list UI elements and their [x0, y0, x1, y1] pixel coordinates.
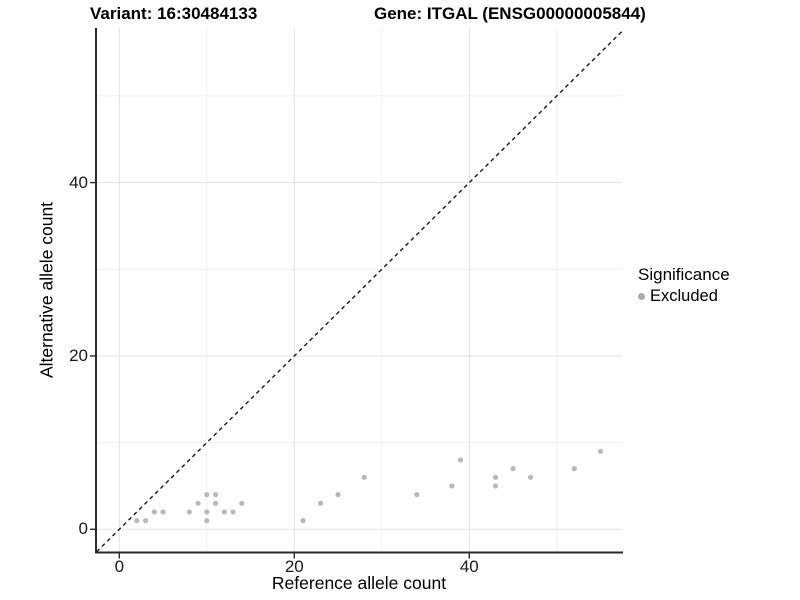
legend-item-label: Excluded — [650, 287, 718, 305]
data-point — [492, 474, 499, 480]
variant-title: Variant: 16:30484133 — [90, 4, 258, 23]
x-tick-label: 20 — [284, 557, 304, 576]
data-point — [571, 466, 577, 472]
y-tick-label: 40 — [69, 172, 88, 192]
y-axis-title: Alternative allele count — [36, 201, 57, 379]
data-point — [195, 500, 201, 506]
data-point — [160, 509, 166, 515]
data-point — [414, 492, 420, 498]
data-point — [317, 500, 324, 506]
data-point — [492, 483, 499, 489]
data-point — [527, 474, 534, 480]
data-point — [204, 509, 210, 515]
y-tick-label: 0 — [78, 519, 88, 539]
data-point — [335, 492, 341, 498]
data-point — [142, 518, 149, 524]
legend-item-excluded: Excluded — [638, 287, 730, 306]
data-point — [361, 474, 367, 480]
y-tick-label: 20 — [69, 345, 88, 365]
x-axis-title: Reference allele count — [271, 573, 447, 593]
x-tick-label: 40 — [459, 557, 479, 576]
data-point — [204, 492, 210, 498]
data-point — [134, 518, 140, 524]
data-point — [597, 448, 604, 454]
identity-dashed-line — [96, 30, 623, 553]
x-tick-label: 0 — [114, 557, 125, 576]
legend-title: Significance — [638, 265, 730, 284]
data-point — [186, 509, 192, 515]
data-point — [510, 466, 516, 472]
data-point — [239, 500, 245, 506]
data-point — [212, 492, 219, 498]
data-point — [204, 518, 210, 524]
legend: Significance Excluded — [638, 265, 730, 306]
data-point — [230, 509, 236, 515]
gene-title: Gene: ITGAL (ENSG00000005844) — [374, 4, 646, 23]
legend-point-icon — [638, 293, 645, 300]
data-point — [449, 483, 455, 489]
data-point — [300, 518, 306, 524]
data-point — [457, 457, 464, 463]
data-point — [212, 500, 219, 506]
data-point — [221, 509, 227, 515]
data-point — [151, 509, 157, 515]
